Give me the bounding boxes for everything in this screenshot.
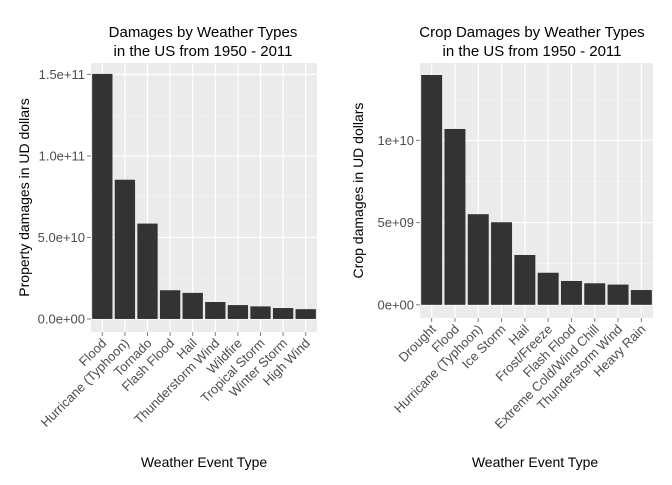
bar-right-9 <box>630 290 652 305</box>
y-tick-label: 5.0e+10 <box>38 230 85 245</box>
bar-right-4 <box>514 254 536 305</box>
y-tick-label: 1.0e+11 <box>39 148 85 163</box>
bar-right-1 <box>444 128 466 305</box>
y-tick-label: 0.0e+00 <box>38 311 85 326</box>
y-tick-label: 1.5e+11 <box>39 67 85 82</box>
chart-title-line-1: Damages by Weather Types <box>109 24 298 41</box>
chart-title-line-2: in the US from 1950 - 2011 <box>114 43 293 60</box>
bar-left-5 <box>205 302 226 319</box>
bar-right-0 <box>421 75 443 305</box>
chart-title-line-2: in the US from 1950 - 2011 <box>443 43 622 60</box>
bar-left-3 <box>159 290 181 319</box>
bar-left-0 <box>92 73 113 319</box>
y-tick-label: 0e+00 <box>377 297 414 312</box>
y-axis-label: Crop damages in UD dollars <box>350 103 366 279</box>
y-tick-label: 5e+09 <box>377 215 414 230</box>
bar-left-7 <box>250 306 271 319</box>
bar-right-6 <box>560 280 582 305</box>
bar-right-7 <box>584 283 606 305</box>
bar-left-9 <box>295 309 316 319</box>
y-tick-label: 1e+10 <box>377 133 414 148</box>
bar-right-3 <box>491 222 513 305</box>
bar-left-2 <box>137 223 158 319</box>
chart-title-line-1: Crop Damages by Weather Types <box>419 24 644 41</box>
bar-right-5 <box>537 272 559 305</box>
y-axis-label: Property damages in UD dollars <box>16 98 32 296</box>
x-axis-label: Weather Event Type <box>141 454 268 470</box>
bar-right-2 <box>467 214 489 305</box>
x-axis-label: Weather Event Type <box>472 454 599 470</box>
bar-left-8 <box>272 308 294 319</box>
bar-left-1 <box>114 179 136 319</box>
bar-left-6 <box>227 305 249 319</box>
bar-left-4 <box>182 292 203 319</box>
bar-right-8 <box>607 284 629 305</box>
